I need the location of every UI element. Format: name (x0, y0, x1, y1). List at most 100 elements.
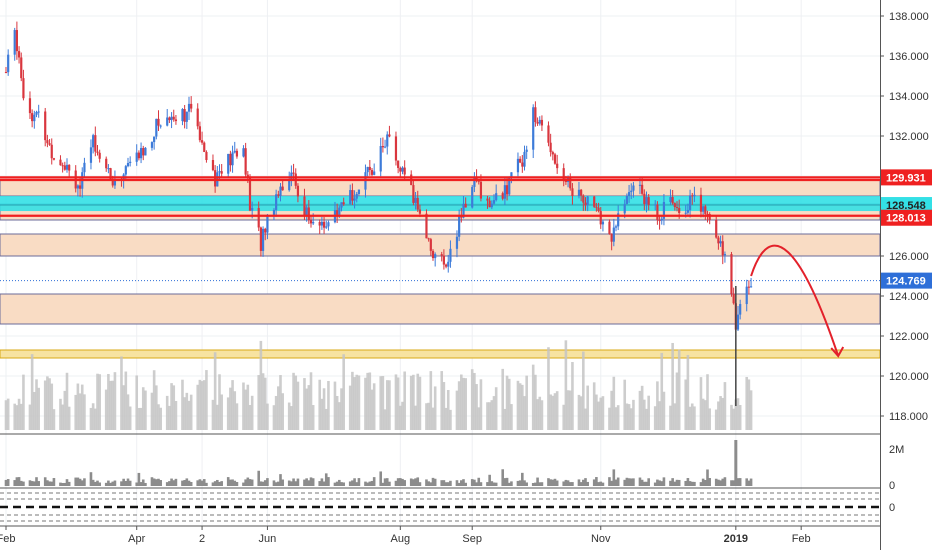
volume-bar (525, 375, 528, 430)
candle-up (386, 134, 389, 147)
candle-up (516, 158, 520, 173)
volume-pane-bar (579, 482, 583, 486)
volume-pane-bar (181, 480, 184, 486)
candle-up (340, 202, 343, 208)
volume-bar (477, 407, 481, 430)
time-tick-label: Sep (462, 533, 482, 545)
candle-up (290, 172, 293, 180)
volume-pane-bar (412, 479, 415, 486)
volume-bar (688, 406, 692, 430)
volume-pane-bar (244, 479, 247, 486)
candle-down (656, 204, 659, 221)
volume-pane-bar (714, 478, 718, 486)
volume-bar (80, 384, 84, 430)
volume-pane-bar (370, 480, 374, 486)
volume-bar (647, 395, 650, 430)
volume-pane-bar (645, 481, 648, 486)
volume-bar (723, 382, 727, 430)
volume-bar (586, 385, 589, 430)
volume-pane-bar (28, 480, 32, 486)
volume-bar (30, 354, 34, 430)
volume-bar (540, 400, 544, 430)
volume-bar (67, 406, 71, 430)
osc-tick-label: 0 (889, 502, 895, 514)
volume-bar (429, 371, 433, 430)
volume-bar (412, 374, 415, 430)
candle-up (181, 109, 184, 122)
candle-down (521, 162, 524, 167)
volume-pane-bar (599, 481, 603, 486)
volume-pane-bar (266, 478, 269, 486)
volume-pane-bar (494, 482, 498, 486)
candle-down (198, 126, 201, 141)
volume-pane-bar (677, 479, 681, 486)
volume-bar (473, 372, 476, 430)
volume-bar (614, 407, 618, 430)
volume-pane-bar (582, 479, 585, 486)
candle-down (675, 206, 679, 208)
volume-bar (333, 381, 337, 430)
candle-down (368, 166, 371, 171)
candle-down (673, 203, 676, 207)
candle-down (235, 150, 239, 157)
volume-bar (340, 388, 343, 430)
volume-bar (372, 383, 376, 430)
volume-pane-bar (540, 482, 544, 486)
volume-pane-bar (37, 481, 40, 486)
volume-pane-bar (647, 478, 650, 486)
volume-bar (577, 394, 581, 430)
candle-up (7, 54, 10, 73)
volume-pane-bar (231, 479, 234, 486)
candle-down (174, 119, 178, 122)
volume-pane-bar (368, 481, 372, 486)
volume-pane-bar (444, 482, 448, 486)
volume-bar (35, 379, 38, 430)
volume-pane-bar (6, 479, 10, 486)
volume-pane-bar (693, 481, 696, 486)
volume-pane-bar (658, 480, 661, 486)
candle-down (4, 72, 8, 73)
volume-pane-bar (475, 482, 478, 486)
volume-bar (351, 371, 354, 430)
candle-down (418, 209, 422, 214)
candle-up (139, 148, 143, 159)
candle-up (458, 215, 461, 237)
resistance-top-label-bg (881, 169, 932, 186)
time-tick-label: 2019 (724, 533, 748, 545)
volume-pane-bar (98, 482, 101, 486)
volume-bar (124, 371, 128, 430)
volume-pane-bar (200, 480, 204, 486)
candle-down (643, 193, 646, 205)
volume-pane-bar (65, 479, 69, 486)
volume-bar (17, 398, 21, 430)
candle-down (203, 142, 206, 152)
volume-pane-bar (409, 478, 413, 486)
candle-up (510, 172, 513, 178)
volume-pane-bar (706, 469, 709, 486)
volume-pane-bar (516, 480, 520, 486)
candle-down (303, 196, 306, 216)
volume-pane-bar (675, 479, 679, 486)
time-axis[interactable]: Feb Apr 2 Jun Aug Sep Nov 2019 Feb (0, 526, 811, 545)
volume-bar (551, 395, 555, 430)
levels-layer (0, 176, 880, 282)
volume-pane-bar (699, 482, 703, 486)
volume-pane-bar (414, 478, 417, 486)
volume-pane-bar (460, 480, 463, 486)
candle-down (479, 181, 483, 199)
candle-down (595, 206, 598, 208)
candle-up (338, 207, 341, 215)
candle-up (508, 177, 511, 195)
candle-down (505, 185, 509, 195)
volume-bar (462, 377, 465, 430)
candle-down (429, 239, 432, 251)
volume-bar (693, 406, 696, 430)
volume-bar (150, 392, 154, 430)
volume-bar (353, 377, 356, 430)
volume-bar (536, 399, 539, 430)
volume-bar (632, 399, 635, 430)
volume-bar (368, 372, 372, 430)
volume-bar (425, 403, 428, 430)
